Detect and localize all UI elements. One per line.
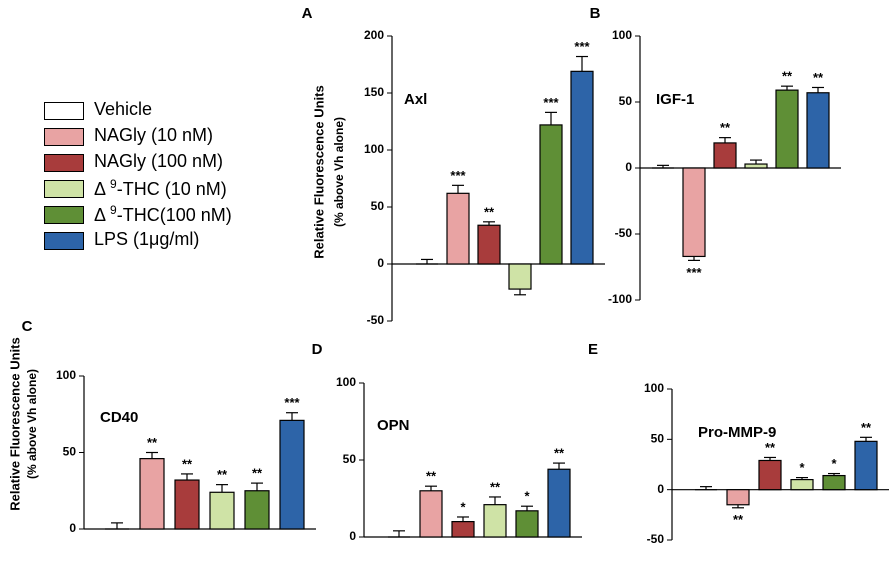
y-axis-label-sub: (% above Vh alone) <box>332 117 346 227</box>
significance-marker: ** <box>861 420 872 435</box>
legend-label: Δ 9-THC (10 nM) <box>94 177 227 199</box>
bar <box>174 479 200 530</box>
significance-marker: * <box>831 456 837 471</box>
chart-title: IGF-1 <box>656 91 694 108</box>
panel-letter: B <box>590 5 601 22</box>
bar <box>279 419 305 530</box>
panel-letter: E <box>588 341 598 358</box>
legend-label: Vehicle <box>94 99 153 119</box>
significance-marker: * <box>460 499 466 514</box>
bar <box>744 163 768 169</box>
y-tick-label: 100 <box>612 28 632 42</box>
significance-marker: ** <box>147 435 158 450</box>
legend-label: NAGly (10 nM) <box>94 125 214 145</box>
y-tick-label: 100 <box>336 375 356 389</box>
y-tick-label: 100 <box>364 142 384 156</box>
significance-marker: ** <box>720 120 731 135</box>
bar <box>726 489 750 506</box>
legend-label: Δ 9-THC(100 nM) <box>94 203 232 225</box>
legend-swatch-thc-10 <box>44 180 84 198</box>
bar <box>806 92 830 169</box>
bar <box>682 167 706 258</box>
y-tick-label: 50 <box>651 432 665 446</box>
y-tick-label: 50 <box>63 445 77 459</box>
chart-title: OPN <box>377 417 410 434</box>
bar <box>483 504 507 538</box>
bar <box>446 192 470 265</box>
significance-marker: ** <box>252 466 263 481</box>
y-tick-label: 50 <box>619 94 633 108</box>
y-tick-label: 100 <box>644 381 664 395</box>
panel-letter: D <box>312 341 323 358</box>
significance-marker: ** <box>182 456 193 471</box>
bar <box>209 491 235 530</box>
y-tick-label: 0 <box>377 256 384 270</box>
significance-marker: * <box>799 460 805 475</box>
bar <box>822 474 846 491</box>
chart-title: Pro-MMP-9 <box>698 424 776 441</box>
y-tick-label: 0 <box>657 482 664 496</box>
bar <box>570 70 594 265</box>
bar <box>547 468 571 538</box>
legend-swatch-thc-100 <box>44 206 84 224</box>
bar <box>419 490 443 538</box>
significance-marker: ** <box>554 446 565 461</box>
legend-swatch-nagly-10 <box>44 128 84 146</box>
legend-label: NAGly (100 nM) <box>94 151 224 171</box>
y-tick-label: 50 <box>371 199 385 213</box>
y-tick-label: 200 <box>364 28 384 42</box>
legend-label: LPS (1μg/ml) <box>94 229 200 249</box>
y-axis-label: Relative Fluorescence Units <box>7 337 22 510</box>
bar <box>713 142 737 169</box>
significance-marker: ** <box>765 440 776 455</box>
significance-marker: *** <box>686 265 702 280</box>
significance-marker: ** <box>426 469 437 484</box>
y-tick-label: 100 <box>56 368 76 382</box>
legend-swatch-lps <box>44 232 84 250</box>
bar <box>451 520 475 538</box>
bar <box>854 440 878 491</box>
y-tick-label: -100 <box>608 292 632 306</box>
bar <box>775 89 799 169</box>
significance-marker: ** <box>217 467 228 482</box>
y-tick-label: 0 <box>625 160 632 174</box>
y-tick-label: -50 <box>647 532 665 546</box>
significance-marker: *** <box>543 95 559 110</box>
y-tick-label: -50 <box>615 226 633 240</box>
significance-marker: *** <box>450 168 466 183</box>
significance-marker: ** <box>782 69 793 84</box>
bar <box>508 263 532 290</box>
y-axis-label: Relative Fluorescence Units <box>311 85 326 258</box>
significance-marker: ** <box>813 70 824 85</box>
significance-marker: ** <box>490 479 501 494</box>
bar <box>539 124 563 265</box>
bar <box>758 459 782 491</box>
chart-title: CD40 <box>100 409 138 426</box>
bar <box>477 224 501 265</box>
panel-letter: A <box>302 5 313 22</box>
significance-marker: ** <box>733 512 744 527</box>
y-axis-label-sub: (% above Vh alone) <box>25 369 39 479</box>
panel-letter: C <box>22 318 33 335</box>
y-tick-label: 0 <box>69 521 76 535</box>
y-tick-label: 150 <box>364 85 384 99</box>
bar <box>515 510 539 538</box>
legend-swatch-nagly-100 <box>44 154 84 172</box>
y-tick-label: 0 <box>349 529 356 543</box>
y-tick-label: 50 <box>343 452 357 466</box>
legend-swatch-vehicle <box>44 102 84 120</box>
bar <box>244 490 270 530</box>
y-tick-label: -50 <box>367 313 385 327</box>
bar <box>139 458 165 530</box>
significance-marker: ** <box>484 204 495 219</box>
significance-marker: * <box>524 489 530 504</box>
bar <box>790 479 814 491</box>
chart-title: Axl <box>404 91 427 108</box>
significance-marker: *** <box>574 39 590 54</box>
significance-marker: *** <box>284 395 300 410</box>
